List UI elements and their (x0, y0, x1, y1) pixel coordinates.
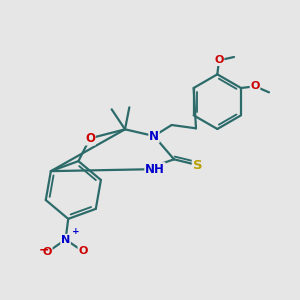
Text: −: − (39, 244, 50, 257)
Text: O: O (250, 81, 260, 91)
Text: O: O (78, 246, 88, 256)
Text: O: O (85, 132, 95, 145)
Text: O: O (43, 247, 52, 257)
Text: O: O (214, 55, 224, 65)
Text: S: S (193, 158, 202, 172)
Text: N: N (61, 235, 70, 244)
Text: N: N (149, 130, 159, 142)
Text: NH: NH (145, 163, 165, 176)
Text: +: + (72, 227, 80, 236)
